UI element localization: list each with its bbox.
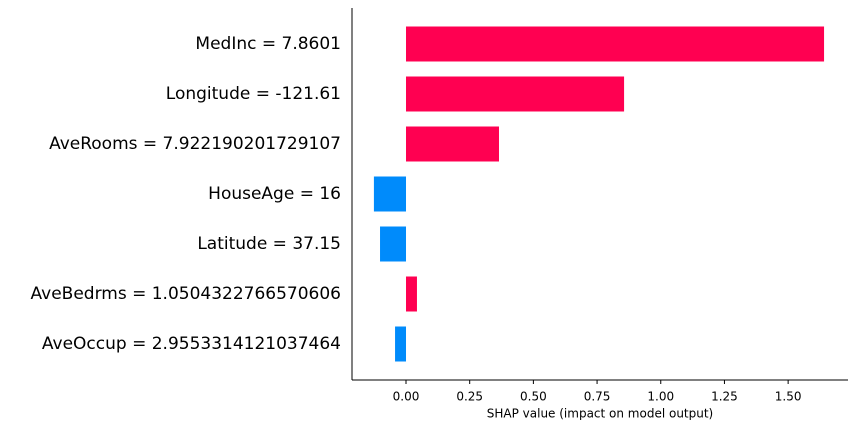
bar <box>406 76 625 112</box>
y-tick-label: AveRooms = 7.922190201729107 <box>49 134 341 154</box>
y-tick-label: AveBedrms = 1.0504322766570606 <box>31 284 342 304</box>
x-tick-label: 1.00 <box>647 390 674 404</box>
x-tick-label: 0.25 <box>456 390 483 404</box>
x-axis-label: SHAP value (impact on model output) <box>487 407 714 421</box>
bar <box>406 26 825 62</box>
y-tick-label: Latitude = 37.15 <box>197 234 341 254</box>
x-tick-label: 0.00 <box>393 390 420 404</box>
bar <box>380 226 407 262</box>
y-tick-label: HouseAge = 16 <box>208 184 341 204</box>
y-tick-label: MedInc = 7.8601 <box>195 34 341 54</box>
x-tick-label: 0.75 <box>584 390 611 404</box>
bar <box>395 326 407 362</box>
bar <box>406 126 499 162</box>
y-tick-label: Longitude = -121.61 <box>166 84 341 104</box>
x-tick-label: 1.25 <box>711 390 738 404</box>
bar <box>406 276 417 312</box>
x-tick-label: 1.50 <box>775 390 802 404</box>
bar <box>373 176 407 212</box>
y-tick-label: AveOccup = 2.9553314121037464 <box>42 334 341 354</box>
x-tick-label: 0.50 <box>520 390 547 404</box>
